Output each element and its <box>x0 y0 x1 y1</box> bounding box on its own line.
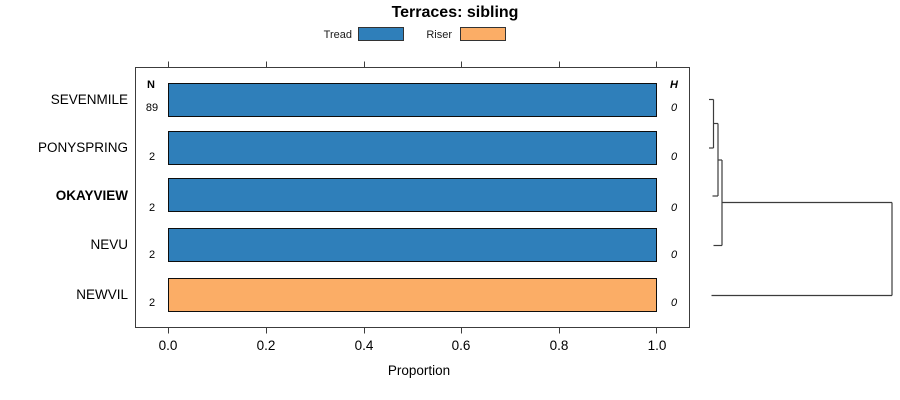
legend-swatch-riser <box>460 27 506 41</box>
x-tick-label: 0.8 <box>549 338 569 353</box>
x-tick-label: 1.0 <box>647 338 667 353</box>
legend-label-tread: Tread <box>323 29 352 41</box>
x-axis-title: Proportion <box>387 363 451 378</box>
h-value: 0 <box>670 249 678 261</box>
n-value: 89 <box>145 102 159 114</box>
h-value: 0 <box>670 202 678 214</box>
category-label: OKAYVIEW <box>55 188 128 203</box>
n-column-header: N <box>147 79 155 91</box>
n-value: 2 <box>148 297 156 309</box>
category-label: SEVENMILE <box>50 92 128 107</box>
legend-label-riser: Riser <box>426 29 452 41</box>
x-tick-label: 0.6 <box>451 338 471 353</box>
bar-ponyspring <box>168 131 657 165</box>
bar-sevenmile <box>168 83 657 117</box>
x-tick-label: 0.2 <box>256 338 276 353</box>
n-value: 2 <box>148 202 156 214</box>
bar-okayview <box>168 178 657 212</box>
bar-nevu <box>168 228 657 262</box>
n-value: 2 <box>148 151 156 163</box>
h-value: 0 <box>670 297 678 309</box>
h-value: 0 <box>670 151 678 163</box>
chart-title: Terraces: sibling <box>391 4 519 21</box>
category-label: NEVU <box>90 237 128 252</box>
h-value: 0 <box>670 102 678 114</box>
legend-swatch-tread <box>358 27 404 41</box>
bar-newvil <box>168 278 657 312</box>
x-tick-label: 0.0 <box>158 338 178 353</box>
category-label: PONYSPRING <box>37 140 128 155</box>
n-value: 2 <box>148 249 156 261</box>
category-label: NEWVIL <box>76 287 128 302</box>
h-column-header: H <box>670 79 678 91</box>
x-tick-label: 0.4 <box>354 338 374 353</box>
